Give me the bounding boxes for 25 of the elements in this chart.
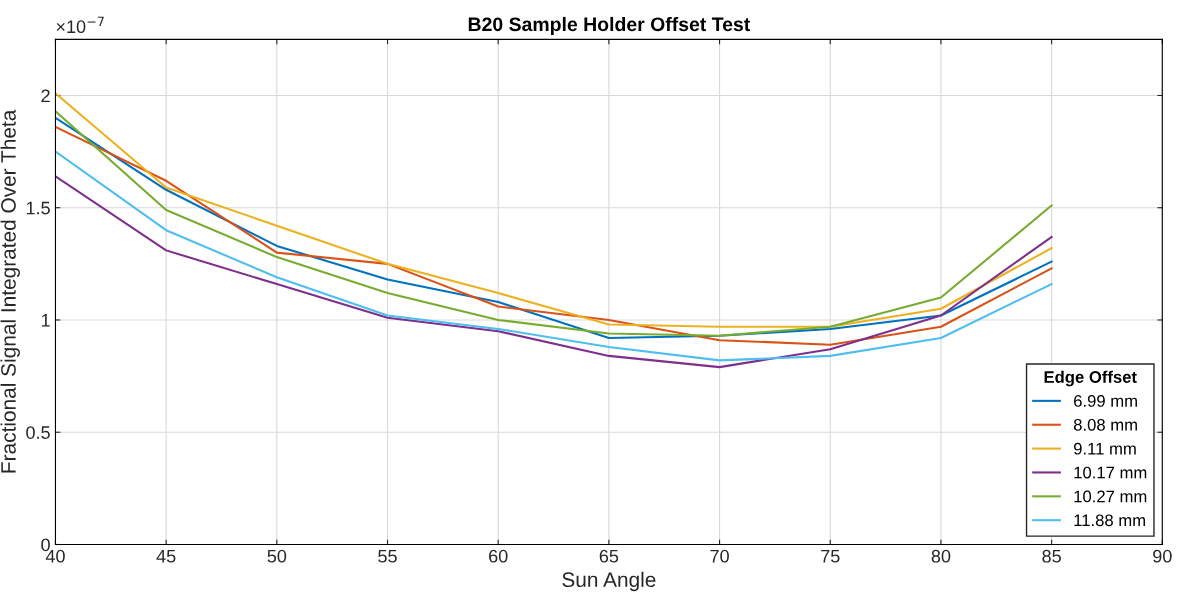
legend-label: 11.88 mm xyxy=(1074,514,1145,527)
x-tick-label: 65 xyxy=(599,549,619,563)
legend-label: 8.08 mm xyxy=(1073,418,1137,431)
legend-label: 10.17 mm xyxy=(1074,466,1147,479)
y-tick-label: 0.5 xyxy=(26,426,50,439)
x-tick-label: 60 xyxy=(489,549,508,563)
x-tick-label: 50 xyxy=(267,549,287,563)
x-tick-label: 85 xyxy=(1042,549,1061,563)
legend-label: 9.11 mm xyxy=(1073,442,1136,455)
x-axis-title: Sun Angle xyxy=(562,571,656,592)
y-axis-title: Fractional Signal Integrated Over Theta xyxy=(0,109,20,473)
x-tick-label: 90 xyxy=(1153,549,1172,563)
x-tick-label: 80 xyxy=(931,549,951,563)
x-tick-label: 75 xyxy=(821,550,840,563)
y-tick-label: 2 xyxy=(41,89,50,102)
legend-title: Edge Offset xyxy=(1044,370,1137,387)
chart-title: B20 Sample Holder Offset Test xyxy=(468,16,751,36)
legend-label: 6.99 mm xyxy=(1074,395,1137,407)
x-tick-label: 70 xyxy=(710,549,729,563)
text: ×10$^{−7}$ xyxy=(56,16,104,34)
legend-label: 10.27 mm xyxy=(1074,490,1147,503)
y-tick-label: 1.5 xyxy=(26,201,50,215)
x-tick-label: 55 xyxy=(378,550,397,563)
x-tick-label: 45 xyxy=(156,550,176,563)
y-tick-label: 1 xyxy=(41,314,50,327)
